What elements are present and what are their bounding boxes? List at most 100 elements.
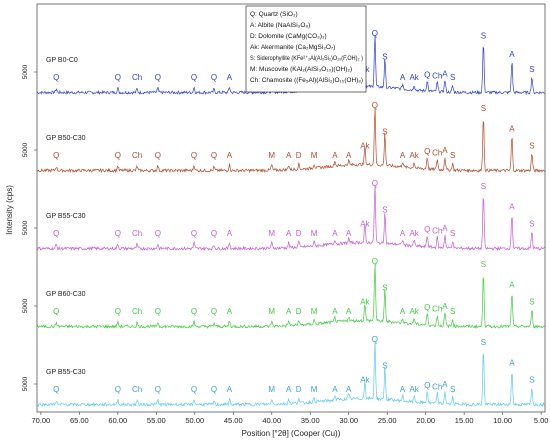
peak-label: Q bbox=[115, 73, 121, 82]
y-tick-label: 5000 bbox=[22, 64, 29, 79]
series-name: GP B55-C30 bbox=[46, 213, 86, 220]
peak-label: Q bbox=[372, 101, 378, 110]
peak-label: S bbox=[481, 104, 486, 113]
legend-item: M: Muscovite (KAl₂(AlSi₃O₁₀)(OH)₂) bbox=[250, 66, 352, 73]
y-axis-title: Intensity (cps) bbox=[5, 185, 14, 235]
peak-label: Q bbox=[191, 307, 197, 316]
peak-label: A bbox=[400, 385, 406, 394]
peak-label: A bbox=[400, 151, 406, 160]
peak-label: S bbox=[382, 53, 387, 62]
peak-label: Q bbox=[53, 385, 59, 394]
peak-label: Q bbox=[372, 335, 378, 344]
x-tick-label: 45.00 bbox=[224, 416, 243, 425]
x-tick-label: 15.00 bbox=[455, 416, 474, 425]
legend-item: Ch: Chamosite ((Fe₅Al)(AlSi₃)O₁₀(OH)₈) bbox=[250, 77, 363, 84]
peak-label: M bbox=[268, 385, 275, 394]
peak-label: Q bbox=[424, 303, 430, 312]
peak-label: Q bbox=[115, 307, 121, 316]
peak-label: A bbox=[509, 203, 515, 212]
peak-label: S bbox=[382, 284, 387, 293]
peak-label: Ak bbox=[409, 229, 419, 238]
peak-label: Ch bbox=[432, 148, 442, 157]
peak-label: Q bbox=[211, 229, 217, 238]
peak-label: Q bbox=[115, 229, 121, 238]
peak-label: Q bbox=[53, 229, 59, 238]
peak-label: Q bbox=[191, 229, 197, 238]
legend-item: A: Albite (NaAlSi₃O₈) bbox=[250, 22, 310, 29]
peak-label: Ch bbox=[132, 385, 142, 394]
peak-label: S bbox=[450, 229, 455, 238]
x-tick-label: 35.00 bbox=[301, 416, 320, 425]
peak-label: S bbox=[382, 206, 387, 215]
peak-label: A bbox=[332, 151, 338, 160]
peak-label: Ak bbox=[360, 375, 370, 384]
series-name: GP B60-C30 bbox=[46, 291, 86, 298]
peak-label: Ak bbox=[409, 73, 419, 82]
peak-label: A bbox=[332, 307, 338, 316]
peak-label: S bbox=[529, 141, 534, 150]
peak-label: Q bbox=[115, 151, 121, 160]
peak-label: S bbox=[450, 151, 455, 160]
peak-label: S bbox=[450, 307, 455, 316]
x-tick-label: 60.00 bbox=[108, 416, 127, 425]
peak-label: Q bbox=[53, 73, 59, 82]
peak-label: Q bbox=[191, 151, 197, 160]
legend-item: Q: Quartz (SiO₂) bbox=[250, 11, 298, 18]
peak-label: Ch bbox=[432, 71, 442, 80]
peak-label: D bbox=[296, 151, 302, 160]
peak-label: Q bbox=[191, 73, 197, 82]
x-axis-title: Position [°2θ] (Cooper (Cu)) bbox=[242, 429, 341, 438]
peak-label: Ch bbox=[132, 73, 142, 82]
peak-label: M bbox=[311, 307, 318, 316]
series-line bbox=[36, 184, 545, 252]
y-tick-label: 5000 bbox=[22, 142, 29, 157]
peak-label: S bbox=[529, 65, 534, 74]
peak-label: A bbox=[346, 307, 352, 316]
peak-label: A bbox=[442, 69, 448, 78]
series-line bbox=[36, 263, 546, 329]
peak-label: A bbox=[286, 151, 292, 160]
peak-label: D bbox=[296, 229, 302, 238]
peak-label: A bbox=[442, 146, 448, 155]
peak-label: A bbox=[400, 229, 406, 238]
peak-label: Q bbox=[155, 73, 161, 82]
peak-label: M bbox=[268, 151, 275, 160]
peak-label: Ak bbox=[360, 141, 370, 150]
peak-label: A bbox=[227, 73, 233, 82]
x-tick-label: 20.00 bbox=[416, 416, 435, 425]
peak-label: Q bbox=[191, 385, 197, 394]
y-tick-label: 5000 bbox=[22, 298, 29, 313]
peak-label: A bbox=[442, 302, 448, 311]
x-tick-label: 30.00 bbox=[339, 416, 358, 425]
peak-label: S bbox=[481, 338, 486, 347]
peak-label: S bbox=[382, 362, 387, 371]
peak-label: A bbox=[286, 229, 292, 238]
peak-label: A bbox=[227, 385, 233, 394]
peak-label: Q bbox=[53, 307, 59, 316]
peak-label: Ch bbox=[132, 151, 142, 160]
peak-label: S bbox=[450, 73, 455, 82]
peak-label: Q bbox=[211, 385, 217, 394]
peak-label: Ak bbox=[409, 151, 419, 160]
series-name: GP B50-C30 bbox=[46, 135, 86, 142]
peak-label: Ch bbox=[132, 229, 142, 238]
peak-label: D bbox=[296, 385, 302, 394]
peak-label: Ak bbox=[409, 385, 419, 394]
peak-label: A bbox=[286, 385, 292, 394]
peak-label: Ch bbox=[132, 307, 142, 316]
y-tick-label: 5000 bbox=[22, 376, 29, 391]
legend-box bbox=[245, 5, 367, 93]
peak-label: Q bbox=[115, 385, 121, 394]
peak-label: Q bbox=[155, 385, 161, 394]
peak-label: A bbox=[286, 307, 292, 316]
series-name: GP B0-C0 bbox=[46, 57, 78, 64]
x-tick-label: 70.00 bbox=[31, 416, 50, 425]
peak-label: Ch bbox=[432, 226, 442, 235]
peak-label: Q bbox=[211, 151, 217, 160]
peak-label: Q bbox=[211, 307, 217, 316]
peak-label: A bbox=[332, 229, 338, 238]
peak-label: M bbox=[311, 385, 318, 394]
peak-label: A bbox=[442, 224, 448, 233]
